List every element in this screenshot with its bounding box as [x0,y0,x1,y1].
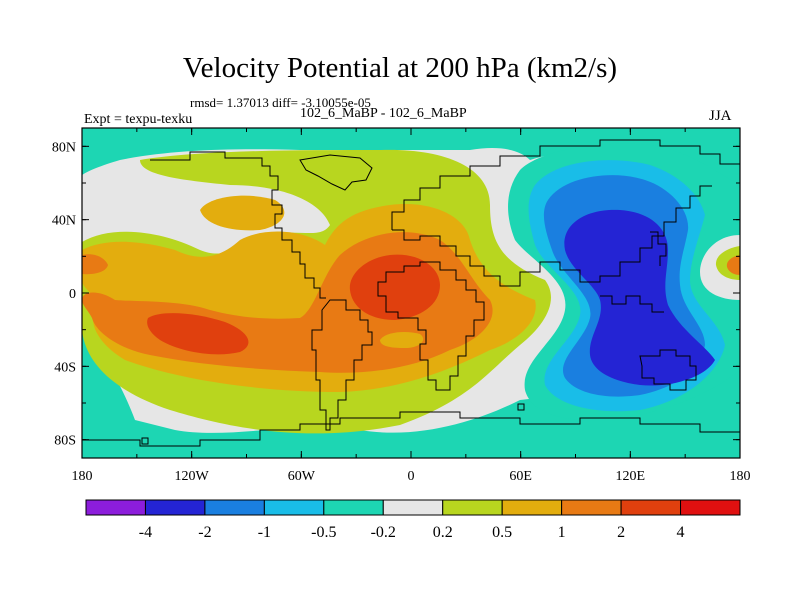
colorbar-swatch [382,499,444,516]
coast-north-america [150,151,326,299]
x-axis: 180 120W 60W 0 60E 120E 180 [72,128,751,484]
coast-maritime-continent [600,295,664,313]
colorbar-swatch [263,499,325,516]
rmsd-diff-label: rmsd= 1.37013 diff= -3.10055e-05 [190,95,371,110]
colorbar-label: 0.2 [433,524,453,541]
contour-dateline-blob-west [82,254,108,275]
contour-field [82,128,740,458]
contour-positive-2-southpacific [147,313,249,355]
coastlines [82,139,740,447]
x-tick-label: 180 [730,469,751,484]
colorbar-swatch [561,499,622,516]
coast-europe-south [392,185,712,287]
colorbar-label: -0.2 [371,524,396,541]
season-label: JJA [709,108,732,124]
x-tick-label: 120E [616,469,646,484]
runs-label: 102_6_MaBP - 102_6_MaBP [300,106,467,121]
y-tick-label: 40S [54,360,76,375]
colorbar-swatch [501,499,563,516]
y-tick-label: 40N [52,214,76,229]
contour-positive-2-atlantic [349,254,440,320]
colorbar: -4 -2 -1 -0.5 -0.2 0.2 0.5 1 2 4 [85,499,741,541]
y-tick-label: 0 [69,287,76,302]
contour-positive-upper-blob [200,195,285,231]
contour-dateline-orange-east [726,255,740,275]
contour-inner-yellow [380,332,424,348]
y-axis: 80N 40N 0 40S 80S [52,140,740,449]
expt-label: Expt = texpu-texku [84,112,193,127]
colorbar-swatch [680,499,741,516]
coast-antarctica [82,411,740,447]
colorbar-swatch [442,499,503,516]
coast-small-island-2 [517,403,525,411]
colorbar-swatch [620,499,682,516]
y-tick-label: 80S [54,434,76,449]
coast-greenland [299,154,373,191]
colorbar-swatch [323,499,384,516]
colorbar-swatch [85,499,146,516]
x-tick-label: 60W [288,469,316,484]
x-tick-label: 0 [408,469,415,484]
contour-south-polar-band [82,330,740,458]
colorbar-label: -0.5 [311,524,336,541]
chart-title: Velocity Potential at 200 hPa (km2/s) [182,52,618,84]
colorbar-label: 0.5 [492,524,512,541]
coast-eurasia [391,139,740,230]
coast-small-island-1 [141,437,149,445]
colorbar-label: 2 [617,524,625,541]
x-tick-label: 120W [175,469,210,484]
colorbar-swatch [204,499,265,516]
coast-south-america [311,299,373,431]
coast-australia [639,349,697,391]
colorbar-label: 4 [677,524,685,541]
y-tick-label: 80N [52,140,76,155]
x-tick-label: 60E [509,469,532,484]
colorbar-label: -1 [258,524,271,541]
colorbar-label: -2 [198,524,211,541]
x-tick-label: 180 [72,469,93,484]
colorbar-label: 1 [558,524,566,541]
colorbar-swatch [144,499,206,516]
coast-africa [377,261,485,391]
coast-japan [650,231,667,266]
colorbar-label: -4 [139,524,152,541]
